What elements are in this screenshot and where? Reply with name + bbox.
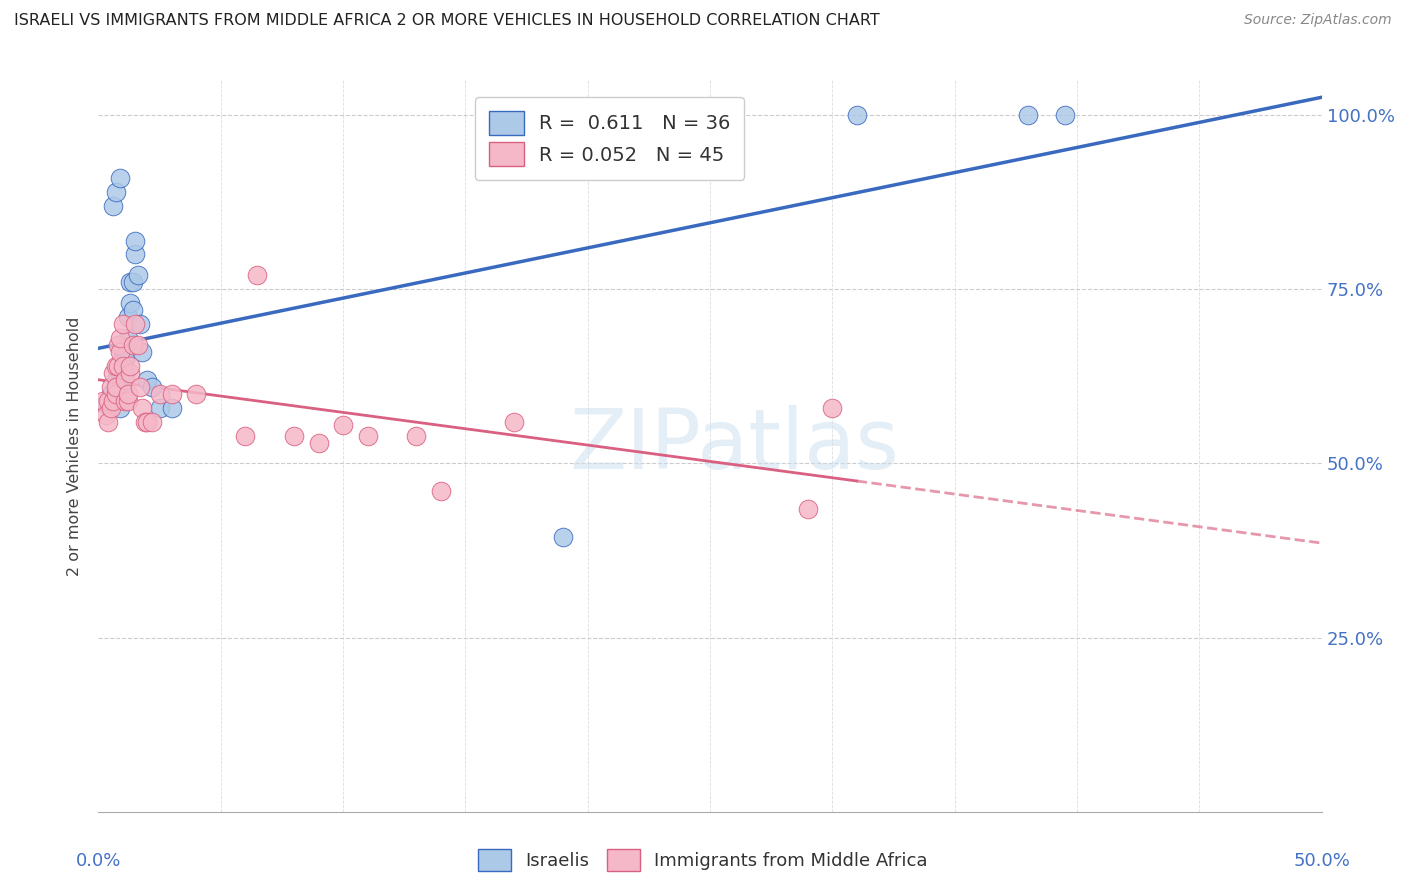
Point <box>111 317 134 331</box>
Point <box>233 428 256 442</box>
Point <box>107 393 129 408</box>
Legend: R =  0.611   N = 36, R = 0.052   N = 45: R = 0.611 N = 36, R = 0.052 N = 45 <box>475 97 744 180</box>
Point <box>121 338 143 352</box>
Point <box>97 393 120 408</box>
Point <box>131 401 153 415</box>
Point <box>110 331 132 345</box>
Point <box>121 275 143 289</box>
Point <box>1053 108 1076 122</box>
Point <box>356 428 378 442</box>
Point <box>114 366 136 380</box>
Point <box>114 393 136 408</box>
Point <box>821 401 844 415</box>
Text: Source: ZipAtlas.com: Source: ZipAtlas.com <box>1244 13 1392 28</box>
Point <box>104 393 127 408</box>
Point <box>107 359 129 373</box>
Point <box>111 345 134 359</box>
Text: ZIPatlas: ZIPatlas <box>569 406 900 486</box>
Point <box>107 338 129 352</box>
Point <box>114 373 136 387</box>
Point <box>94 408 117 422</box>
Point <box>117 393 139 408</box>
Legend: Israelis, Immigrants from Middle Africa: Israelis, Immigrants from Middle Africa <box>471 842 935 879</box>
Point <box>101 366 124 380</box>
Point <box>107 380 129 394</box>
Point <box>110 170 132 185</box>
Point <box>101 199 124 213</box>
Point <box>149 401 172 415</box>
Point <box>117 331 139 345</box>
Y-axis label: 2 or more Vehicles in Household: 2 or more Vehicles in Household <box>67 317 83 575</box>
Point <box>100 401 122 415</box>
Point <box>141 380 163 394</box>
Text: 50.0%: 50.0% <box>1294 852 1350 870</box>
Point <box>120 359 142 373</box>
Point <box>553 530 575 544</box>
Point <box>120 366 142 380</box>
Point <box>797 501 820 516</box>
Point <box>94 397 117 411</box>
Point <box>332 418 354 433</box>
Point <box>104 359 127 373</box>
Point <box>845 108 868 122</box>
Point <box>110 345 132 359</box>
Point <box>120 275 142 289</box>
Point <box>127 338 149 352</box>
Point <box>101 393 124 408</box>
Point <box>124 317 146 331</box>
Point <box>136 373 159 387</box>
Point <box>160 401 183 415</box>
Point <box>149 386 172 401</box>
Point <box>114 351 136 366</box>
Point <box>246 268 269 283</box>
Point <box>1017 108 1039 122</box>
Point <box>97 415 120 429</box>
Point <box>283 428 305 442</box>
Point <box>104 386 127 401</box>
Point <box>308 435 330 450</box>
Point <box>120 296 142 310</box>
Point <box>100 380 122 394</box>
Point <box>430 484 453 499</box>
Point <box>124 247 146 261</box>
Point <box>100 386 122 401</box>
Point <box>136 415 159 429</box>
Point <box>503 415 526 429</box>
Text: 0.0%: 0.0% <box>76 852 121 870</box>
Point <box>131 345 153 359</box>
Point <box>121 303 143 318</box>
Point <box>91 393 114 408</box>
Point <box>117 310 139 325</box>
Point <box>405 428 427 442</box>
Point <box>124 234 146 248</box>
Point <box>160 386 183 401</box>
Point <box>110 366 132 380</box>
Point <box>111 380 134 394</box>
Point <box>111 359 134 373</box>
Point <box>104 373 127 387</box>
Point <box>129 380 152 394</box>
Point <box>127 268 149 283</box>
Point <box>117 386 139 401</box>
Point <box>111 359 134 373</box>
Point <box>134 415 156 429</box>
Point <box>129 317 152 331</box>
Point <box>101 393 124 408</box>
Text: ISRAELI VS IMMIGRANTS FROM MIDDLE AFRICA 2 OR MORE VEHICLES IN HOUSEHOLD CORRELA: ISRAELI VS IMMIGRANTS FROM MIDDLE AFRICA… <box>14 13 880 29</box>
Point <box>104 380 127 394</box>
Point <box>110 401 132 415</box>
Point <box>104 185 127 199</box>
Point <box>186 386 208 401</box>
Point <box>141 415 163 429</box>
